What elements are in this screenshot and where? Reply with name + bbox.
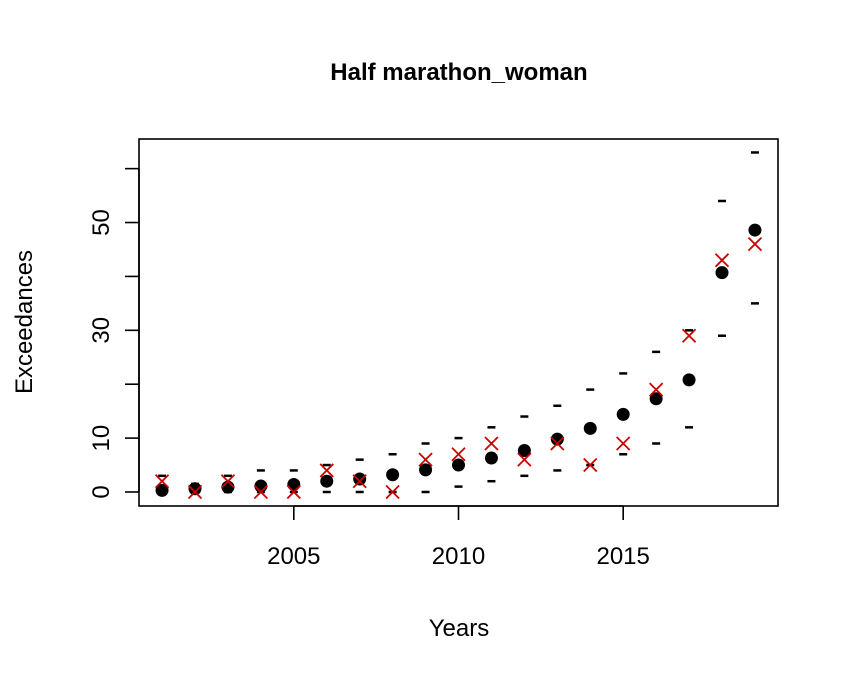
observed-point	[616, 436, 631, 451]
observed-point	[418, 452, 433, 467]
observed-point	[451, 447, 466, 462]
fitted-point	[583, 421, 597, 435]
observed-point-stroke	[583, 457, 598, 473]
fitted-point	[353, 472, 367, 486]
observed-point-stroke	[418, 452, 433, 467]
fitted-point	[517, 443, 531, 457]
observed-point	[319, 463, 334, 478]
fitted-point	[188, 482, 202, 496]
data-layer	[154, 151, 763, 500]
observed-point-stroke	[187, 484, 203, 500]
observed-point-stroke	[616, 436, 631, 451]
observed-point	[747, 236, 763, 252]
observed-point-stroke	[286, 484, 301, 500]
fitted-point	[221, 480, 235, 494]
observed-point	[484, 436, 499, 451]
fitted-point	[155, 483, 169, 497]
observed-point-stroke	[154, 474, 170, 489]
observed-point-stroke	[319, 463, 334, 478]
fitted-point	[616, 407, 630, 421]
observed-point	[286, 484, 301, 500]
fitted-point	[550, 432, 564, 446]
y-tick-label: 0	[88, 485, 115, 498]
observed-point	[714, 253, 730, 268]
fitted-point	[748, 223, 762, 237]
observed-point-stroke	[517, 452, 532, 467]
observed-point-stroke	[747, 236, 763, 252]
observed-point	[583, 457, 598, 473]
observed-point	[253, 484, 269, 500]
observed-point	[187, 484, 203, 500]
fitted-point	[254, 479, 268, 493]
x-axis: 2005 2010 2015	[267, 505, 650, 570]
observed-point	[220, 474, 236, 489]
observed-point-stroke	[253, 484, 269, 500]
observed-point	[550, 436, 565, 451]
chart-title: Half marathon_woman	[330, 59, 587, 86]
observed-point-stroke	[484, 436, 499, 451]
fitted-point	[484, 451, 498, 465]
observed-point-stroke	[352, 474, 367, 489]
fitted-point	[419, 463, 433, 477]
observed-point-stroke	[451, 447, 466, 462]
fitted-point	[386, 468, 400, 482]
fitted-point	[452, 458, 465, 472]
y-tick-label: 30	[88, 317, 115, 344]
observed-point	[648, 382, 664, 397]
fitted-point	[320, 474, 334, 488]
fitted-point	[649, 392, 663, 406]
observed-point	[352, 474, 367, 489]
observed-point-stroke	[681, 328, 697, 343]
observed-point-stroke	[385, 484, 400, 500]
x-axis-label: Years	[429, 615, 490, 642]
plot-area	[138, 138, 779, 507]
fitted-point	[715, 266, 729, 280]
y-tick-label: 10	[88, 425, 115, 452]
observed-point-stroke	[714, 253, 730, 268]
x-tick-label: 2005	[267, 543, 320, 570]
observed-point-stroke	[550, 436, 565, 451]
observed-point-stroke	[220, 474, 236, 489]
y-tick-label: 50	[88, 209, 115, 236]
y-axis-label: Exceedances	[11, 250, 38, 394]
observed-point	[681, 328, 697, 343]
x-tick-label: 2015	[596, 543, 649, 570]
fitted-point	[682, 373, 696, 387]
observed-point-stroke	[648, 382, 664, 397]
fitted-point	[287, 477, 301, 491]
observed-point	[517, 452, 532, 467]
observed-point	[385, 484, 400, 500]
y-axis: 0 10 30 50	[88, 167, 140, 499]
x-tick-label: 2010	[432, 543, 485, 570]
observed-point	[154, 474, 170, 489]
